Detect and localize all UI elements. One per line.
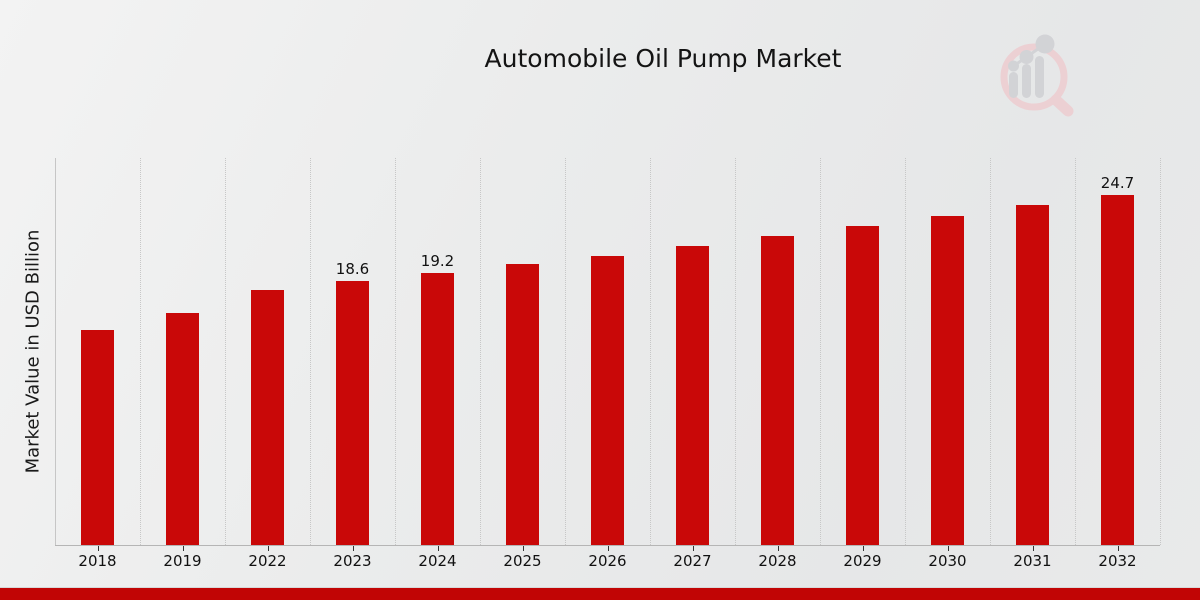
- gridline: [1160, 158, 1161, 545]
- bar-2026: [591, 255, 624, 545]
- bar-2024: [421, 272, 454, 545]
- x-axis-tick: [97, 546, 99, 551]
- logo-bar-tall: [1035, 56, 1044, 98]
- x-axis-tick: [862, 546, 864, 551]
- x-tick-label: 2029: [843, 552, 882, 570]
- gridline: [1075, 158, 1076, 545]
- gridline: [310, 158, 311, 545]
- logo-dot-large: [1035, 34, 1055, 54]
- x-tick-label: 2023: [333, 552, 372, 570]
- bar-value-label: 24.7: [1100, 173, 1135, 192]
- x-axis-tick: [692, 546, 694, 551]
- x-tick-label: 2025: [503, 552, 542, 570]
- bar-2025: [506, 264, 539, 545]
- x-axis-tick: [352, 546, 354, 551]
- logo-handle: [1050, 94, 1074, 117]
- x-tick-label: 2018: [78, 552, 117, 570]
- x-tick-label: 2028: [758, 552, 797, 570]
- bar-value-label: 18.6: [335, 260, 370, 279]
- x-tick-label: 2024: [418, 552, 457, 570]
- y-axis-line: [55, 158, 56, 545]
- x-tick-label: 2026: [588, 552, 627, 570]
- gridline: [225, 158, 226, 545]
- x-axis-tick: [947, 546, 949, 551]
- x-tick-label: 2032: [1098, 552, 1137, 570]
- x-axis-tick: [182, 546, 184, 551]
- logo-lens-ring: [1000, 43, 1068, 111]
- x-axis-tick: [607, 546, 609, 551]
- bar-2028: [761, 235, 794, 545]
- magnifier-bar-chart-logo-icon: [1000, 34, 1074, 117]
- gridline: [905, 158, 906, 545]
- x-axis-tick: [1117, 546, 1119, 551]
- x-tick-label: 2031: [1013, 552, 1052, 570]
- logo-dot-small: [1008, 60, 1019, 72]
- bar-value-label: 19.2: [420, 251, 455, 270]
- x-tick-label: 2019: [163, 552, 202, 570]
- x-tick-label: 2030: [928, 552, 967, 570]
- bar-2019: [166, 312, 199, 545]
- gridline: [650, 158, 651, 545]
- gridline: [395, 158, 396, 545]
- gridline: [140, 158, 141, 545]
- gridline: [480, 158, 481, 545]
- x-axis-tick: [522, 546, 524, 551]
- bar-2023: [336, 281, 369, 545]
- logo-bar-short: [1009, 72, 1018, 98]
- gridline: [735, 158, 736, 545]
- bar-2030: [931, 216, 964, 545]
- bar-2029: [846, 226, 879, 545]
- bar-2031: [1016, 204, 1049, 545]
- gridline: [820, 158, 821, 545]
- bar-2027: [676, 245, 709, 545]
- x-axis-line: [55, 545, 1160, 546]
- x-tick-label: 2022: [248, 552, 287, 570]
- bar-2022: [251, 289, 284, 545]
- x-axis-tick: [437, 546, 439, 551]
- x-tick-label: 2027: [673, 552, 712, 570]
- gridline: [990, 158, 991, 545]
- x-axis-tick: [777, 546, 779, 551]
- x-axis-tick: [1032, 546, 1034, 551]
- chart-title: Automobile Oil Pump Market: [484, 44, 842, 73]
- footer-accent-bar: [0, 587, 1200, 600]
- logo-dot-medium: [1019, 50, 1034, 64]
- logo-bar-medium: [1022, 64, 1031, 98]
- gridline: [565, 158, 566, 545]
- x-axis-tick: [267, 546, 269, 551]
- bar-2032: [1101, 194, 1134, 545]
- bar-2018: [81, 329, 114, 545]
